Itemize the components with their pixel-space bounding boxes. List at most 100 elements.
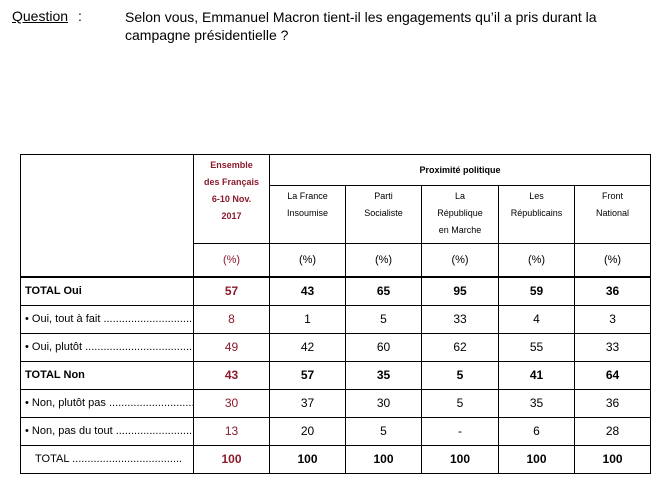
party-value: 41 (498, 360, 575, 390)
header-row-group: Ensemble des Français 6-10 Nov. 2017 Pro… (20, 154, 652, 278)
ensemble-header-line: des Français (203, 177, 260, 187)
party-header-line: Parti (374, 191, 393, 201)
party-header-line: Front (602, 191, 624, 201)
row-label: TOTAL (20, 444, 194, 474)
row-label-text: TOTAL Non (25, 369, 85, 381)
party-header-line: Insoumise (286, 208, 329, 218)
ensemble-value: 30 (193, 388, 270, 418)
party-value: 35 (498, 388, 575, 418)
question-label: Question : (12, 8, 82, 24)
table-row: • Non, plutôt pas30373053536 (20, 388, 652, 418)
party-value: 3 (573, 304, 652, 334)
ensemble-header-line: 6-10 Nov. (211, 194, 252, 204)
party-header-line: Républicains (510, 208, 563, 218)
party-value: 5 (345, 416, 422, 446)
party-value: 36 (573, 388, 652, 418)
party-pct-label: (%) (421, 243, 499, 278)
survey-table-body: Ensemble des Français 6-10 Nov. 2017 Pro… (20, 154, 652, 474)
party-value: 59 (498, 276, 575, 306)
table-row: TOTAL Oui 57 43 65 95 59 36 (20, 276, 652, 306)
party-value: 37 (269, 388, 346, 418)
header-row-parties: La France Insoumise Parti Socialiste La Répub… (21, 185, 652, 244)
party-value: - (421, 416, 499, 446)
row-label-text: TOTAL Oui (25, 285, 82, 298)
question-label-text: Question (12, 8, 69, 24)
party-pct-label: (%) (269, 243, 346, 278)
party-header-line: National (596, 208, 630, 218)
party-header-line: Socialiste (364, 208, 403, 218)
row-label: TOTAL Non (20, 360, 194, 390)
ensemble-value: 49 (193, 332, 270, 362)
party-value: 100 (421, 444, 499, 474)
table-row: • Oui, plutôt494260625533 (20, 332, 652, 362)
row-label-text: TOTAL (35, 453, 182, 465)
party-value: 100 (345, 444, 422, 474)
ensemble-header: Ensemble des Français 6-10 Nov. 2017 (193, 154, 270, 244)
party-header-line: République (437, 208, 483, 218)
party-header-line: Les (529, 191, 544, 201)
party-pct-label: (%) (345, 243, 422, 278)
party-value: 1 (269, 304, 346, 334)
ensemble-value: 13 (193, 416, 270, 446)
party-value: 42 (269, 332, 346, 362)
ensemble-value: 100 (193, 444, 270, 474)
party-header: Les Républicains (498, 185, 575, 244)
party-value: 43 (269, 276, 346, 306)
party-header: Parti Socialiste (345, 185, 422, 244)
party-header: La France Insoumise (269, 185, 346, 244)
row-label: • Non, pas du tout (20, 416, 194, 446)
party-value: 30 (345, 388, 422, 418)
row-label-text: • Oui, plutôt (25, 341, 193, 353)
survey-table: Ensemble des Français 6-10 Nov. 2017 Pro… (20, 154, 652, 474)
table-row: TOTAL Non 43 57 35 5 41 64 (20, 360, 652, 390)
row-label-text: • Oui, tout à fait (25, 313, 193, 325)
party-value: 6 (498, 416, 575, 446)
party-value: 57 (269, 360, 346, 390)
ensemble-pct-label: (%) (193, 243, 270, 278)
row-label-text: • Non, pas du tout (25, 425, 193, 437)
party-value: 33 (573, 332, 652, 362)
party-value: 5 (345, 304, 422, 334)
party-header-line: La (454, 191, 465, 201)
row-label-text: • Non, plutôt pas (25, 397, 193, 409)
group-header: Proximité politique (268, 154, 652, 186)
party-header: Front National (573, 185, 652, 244)
party-value: 5 (421, 388, 499, 418)
party-value: 55 (498, 332, 575, 362)
ensemble-value: 8 (193, 304, 270, 334)
party-value: 33 (421, 304, 499, 334)
ensemble-header-line: Ensemble (210, 160, 253, 170)
party-value: 4 (498, 304, 575, 334)
question-separator: : (77, 8, 82, 24)
party-pct-label: (%) (573, 243, 652, 278)
party-value: 5 (421, 360, 499, 390)
party-value: 100 (269, 444, 346, 474)
party-value: 60 (345, 332, 422, 362)
row-label: • Oui, plutôt (20, 332, 194, 362)
party-value: 95 (421, 276, 499, 306)
party-value: 65 (345, 276, 422, 306)
question-text: Selon vous, Emmanuel Macron tient-il les… (125, 9, 597, 43)
party-value: 62 (421, 332, 499, 362)
row-label: TOTAL Oui (20, 276, 194, 306)
party-value: 100 (573, 444, 652, 474)
header-corner (20, 154, 194, 278)
ensemble-header-line: 2017 (221, 211, 242, 221)
party-value: 64 (573, 360, 652, 390)
header-row-pct: (%) (%) (%) (%) (%) (%) (21, 243, 652, 278)
table-row: • Oui, tout à fait8153343 (20, 304, 652, 334)
party-value: 28 (573, 416, 652, 446)
row-label: • Non, plutôt pas (20, 388, 194, 418)
party-header: La République en Marche (421, 185, 499, 244)
party-pct-label: (%) (498, 243, 575, 278)
ensemble-value: 43 (193, 360, 270, 390)
party-value: 35 (345, 360, 422, 390)
party-header-line: La France (287, 191, 328, 201)
ensemble-value: 57 (193, 276, 270, 306)
party-header-line: en Marche (438, 225, 482, 235)
party-value: 100 (498, 444, 575, 474)
table-row: • Non, pas du tout13205-628 (20, 416, 652, 446)
row-label: • Oui, tout à fait (20, 304, 194, 334)
table-row: TOTAL100100100100100100 (20, 444, 652, 474)
party-value: 20 (269, 416, 346, 446)
